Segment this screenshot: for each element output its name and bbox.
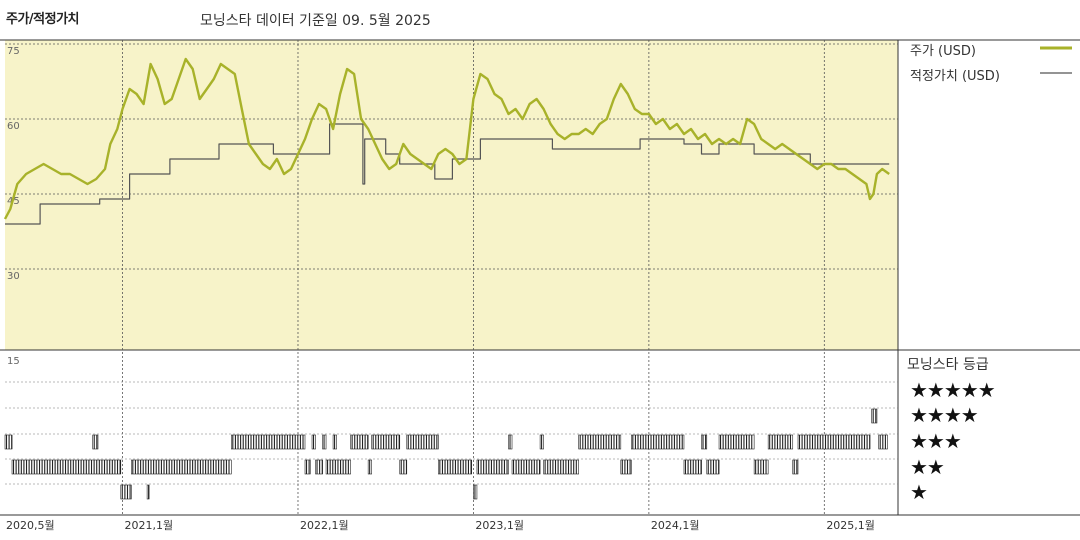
rating-segment-3-stars bbox=[767, 434, 794, 450]
rating-segment-1-stars bbox=[473, 484, 478, 500]
x-tick-labels: 2020,5월 2021,1월 2022,1월 2023,1월 2024,1월 2025,… bbox=[6, 519, 875, 532]
rating-segment-2-stars bbox=[315, 459, 323, 475]
rating-segment-box bbox=[231, 434, 306, 450]
rating-segment-box bbox=[304, 459, 311, 475]
rating-segment-box bbox=[631, 434, 685, 450]
plot-background bbox=[5, 40, 898, 350]
rating-segment-box bbox=[406, 434, 439, 450]
rating-segment-3-stars bbox=[797, 434, 871, 450]
rating-segment-2-stars bbox=[304, 459, 311, 475]
y-tick-label: 60 bbox=[7, 121, 20, 132]
rating-segment-3-stars bbox=[231, 434, 306, 450]
legend-price-label: 주가 (USD) bbox=[910, 44, 976, 59]
rating-segment-3-stars bbox=[371, 434, 401, 450]
fair-value-series-line bbox=[5, 123, 890, 225]
rating-segment-box bbox=[120, 484, 132, 500]
rating-segment-2-stars bbox=[399, 459, 408, 475]
rating-segment-box bbox=[792, 459, 799, 475]
rating-segment-box bbox=[578, 434, 622, 450]
rating-segment-box bbox=[476, 459, 509, 475]
rating-segment-1-stars bbox=[120, 484, 132, 500]
rating-segment-3-stars bbox=[701, 434, 708, 450]
rating-segment-3-stars bbox=[92, 434, 99, 450]
rating-row-1-star: ★ bbox=[910, 480, 928, 504]
rating-segment-3-stars bbox=[4, 434, 13, 450]
rating-segment-2-stars bbox=[683, 459, 702, 475]
rating-segment-3-stars bbox=[718, 434, 755, 450]
rating-segment-2-stars bbox=[438, 459, 472, 475]
rating-segment-3-stars bbox=[332, 434, 337, 450]
rating-segment-3-stars bbox=[406, 434, 439, 450]
x-tick-label: 2022,1월 bbox=[300, 519, 349, 532]
x-tick-label: 2020,5월 bbox=[6, 519, 55, 532]
legend-fair-label: 적정가치 (USD) bbox=[910, 69, 1000, 84]
rating-segment-3-stars bbox=[322, 434, 327, 450]
rating-segment-2-stars bbox=[131, 459, 232, 475]
rating-segment-3-stars bbox=[539, 434, 544, 450]
rating-row-3-stars: ★★★ bbox=[910, 429, 962, 453]
x-tick-label: 2024,1월 bbox=[651, 519, 700, 532]
rating-segment-2-stars bbox=[11, 459, 122, 475]
y-tick-label: 75 bbox=[7, 46, 20, 57]
rating-segment-box bbox=[92, 434, 99, 450]
rating-segment-3-stars bbox=[311, 434, 316, 450]
rating-segment-2-stars bbox=[706, 459, 720, 475]
rating-segment-4-stars bbox=[871, 408, 878, 424]
grid-lines bbox=[0, 39, 1080, 516]
rating-segment-2-stars bbox=[543, 459, 579, 475]
rating-segment-2-stars bbox=[325, 459, 351, 475]
rating-segment-3-stars bbox=[508, 434, 513, 450]
rating-segment-2-stars bbox=[753, 459, 769, 475]
rating-panel-title: 모닝스타 등급 bbox=[907, 357, 989, 373]
price-series-line bbox=[3, 57, 890, 220]
y-tick-label: 15 bbox=[7, 356, 20, 367]
rating-segment-3-stars bbox=[578, 434, 622, 450]
rating-segment-3-stars bbox=[631, 434, 685, 450]
rating-segment-2-stars bbox=[367, 459, 372, 475]
chart-subtitle: 모닝스타 데이터 기준일 09. 5월 2025 bbox=[200, 13, 431, 29]
rating-segment-box bbox=[701, 434, 708, 450]
rating-segment-2-stars bbox=[620, 459, 632, 475]
rating-segment-3-stars bbox=[878, 434, 888, 450]
rating-segment-2-stars bbox=[511, 459, 541, 475]
rating-row-4-stars: ★★★★ bbox=[910, 403, 979, 427]
rating-segment-2-stars bbox=[792, 459, 799, 475]
rating-bars bbox=[4, 408, 888, 500]
rating-segment-box bbox=[871, 408, 878, 424]
rating-row-2-stars: ★★ bbox=[910, 455, 945, 479]
rating-segment-2-stars bbox=[476, 459, 509, 475]
rating-row-5-stars: ★★★★★ bbox=[910, 378, 996, 402]
x-tick-label: 2025,1월 bbox=[826, 519, 875, 532]
rating-segment-1-stars bbox=[146, 484, 150, 500]
x-tick-label: 2021,1월 bbox=[125, 519, 174, 532]
chart-title: 주가/적정가치 bbox=[6, 12, 80, 27]
x-tick-label: 2023,1월 bbox=[475, 519, 524, 532]
rating-segment-box bbox=[620, 459, 632, 475]
series-lines bbox=[3, 57, 890, 225]
y-tick-label: 30 bbox=[7, 271, 20, 282]
rating-segment-3-stars bbox=[350, 434, 369, 450]
